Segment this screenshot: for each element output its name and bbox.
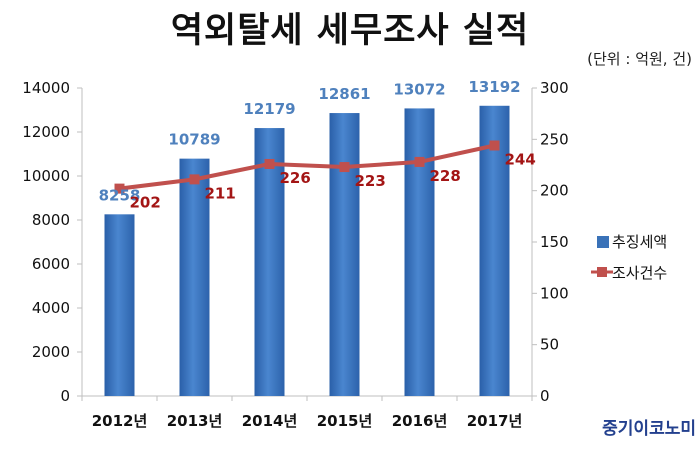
bar-data-label: 12179 bbox=[243, 100, 295, 118]
x-tick-label: 2013년 bbox=[167, 412, 223, 430]
y-right-tick-label: 100 bbox=[540, 284, 569, 302]
source-logo: 중기이코노미 bbox=[602, 419, 696, 439]
y-left-tick-label: 0 bbox=[60, 387, 70, 405]
y-left-tick-label: 10000 bbox=[22, 167, 70, 185]
x-tick-label: 2017년 bbox=[467, 412, 523, 430]
bar-data-label: 13072 bbox=[393, 80, 445, 98]
line-data-label: 228 bbox=[430, 167, 461, 185]
line-series bbox=[119, 143, 495, 191]
bar bbox=[329, 113, 360, 397]
bar bbox=[104, 214, 135, 396]
line-point bbox=[264, 158, 275, 169]
y-right-tick-label: 50 bbox=[540, 336, 559, 354]
bar-data-label: 8258 bbox=[99, 186, 141, 204]
y-right-tick-label: 250 bbox=[540, 130, 569, 148]
y-right-tick-label: 200 bbox=[540, 182, 569, 200]
line-data-label: 223 bbox=[355, 172, 386, 190]
y-left-tick-label: 14000 bbox=[22, 79, 70, 97]
y-right-tick-label: 150 bbox=[540, 233, 569, 251]
y-left-tick-label: 2000 bbox=[32, 343, 70, 361]
y-right-tick-label: 0 bbox=[540, 387, 550, 405]
chart-title: 역외탈세 세무조사 실적 bbox=[170, 11, 530, 51]
x-tick-label: 2014년 bbox=[242, 412, 298, 430]
legend-swatch-bar bbox=[597, 236, 609, 248]
line-point bbox=[339, 162, 350, 173]
line-point bbox=[189, 174, 200, 185]
bar-data-label: 10789 bbox=[168, 131, 220, 149]
bar bbox=[404, 108, 435, 396]
x-tick-label: 2015년 bbox=[317, 412, 373, 430]
legend-label-bar: 추징세액 bbox=[612, 233, 667, 251]
line-data-label: 202 bbox=[130, 194, 161, 212]
x-tick-label: 2016년 bbox=[392, 412, 448, 430]
line-point bbox=[489, 140, 500, 151]
y-left-tick-label: 12000 bbox=[22, 123, 70, 141]
x-tick-label: 2012년 bbox=[92, 412, 148, 430]
bar bbox=[479, 105, 510, 396]
line-data-label: 211 bbox=[205, 184, 236, 202]
bar-data-label: 13192 bbox=[468, 78, 520, 96]
unit-note: (단위 : 억원, 건) bbox=[587, 50, 692, 68]
line-point bbox=[114, 183, 125, 194]
bar bbox=[254, 128, 285, 396]
bar bbox=[179, 158, 210, 396]
legend-swatch-marker bbox=[597, 267, 607, 277]
line-data-label: 226 bbox=[280, 169, 311, 187]
bar-data-label: 12861 bbox=[318, 85, 370, 103]
y-left-tick-label: 8000 bbox=[32, 211, 70, 229]
line-data-label: 244 bbox=[505, 150, 536, 168]
line-point bbox=[414, 156, 425, 167]
y-left-tick-label: 4000 bbox=[32, 299, 70, 317]
legend-label-line: 조사건수 bbox=[612, 264, 667, 282]
y-right-tick-label: 300 bbox=[540, 79, 569, 97]
y-left-tick-label: 6000 bbox=[32, 255, 70, 273]
